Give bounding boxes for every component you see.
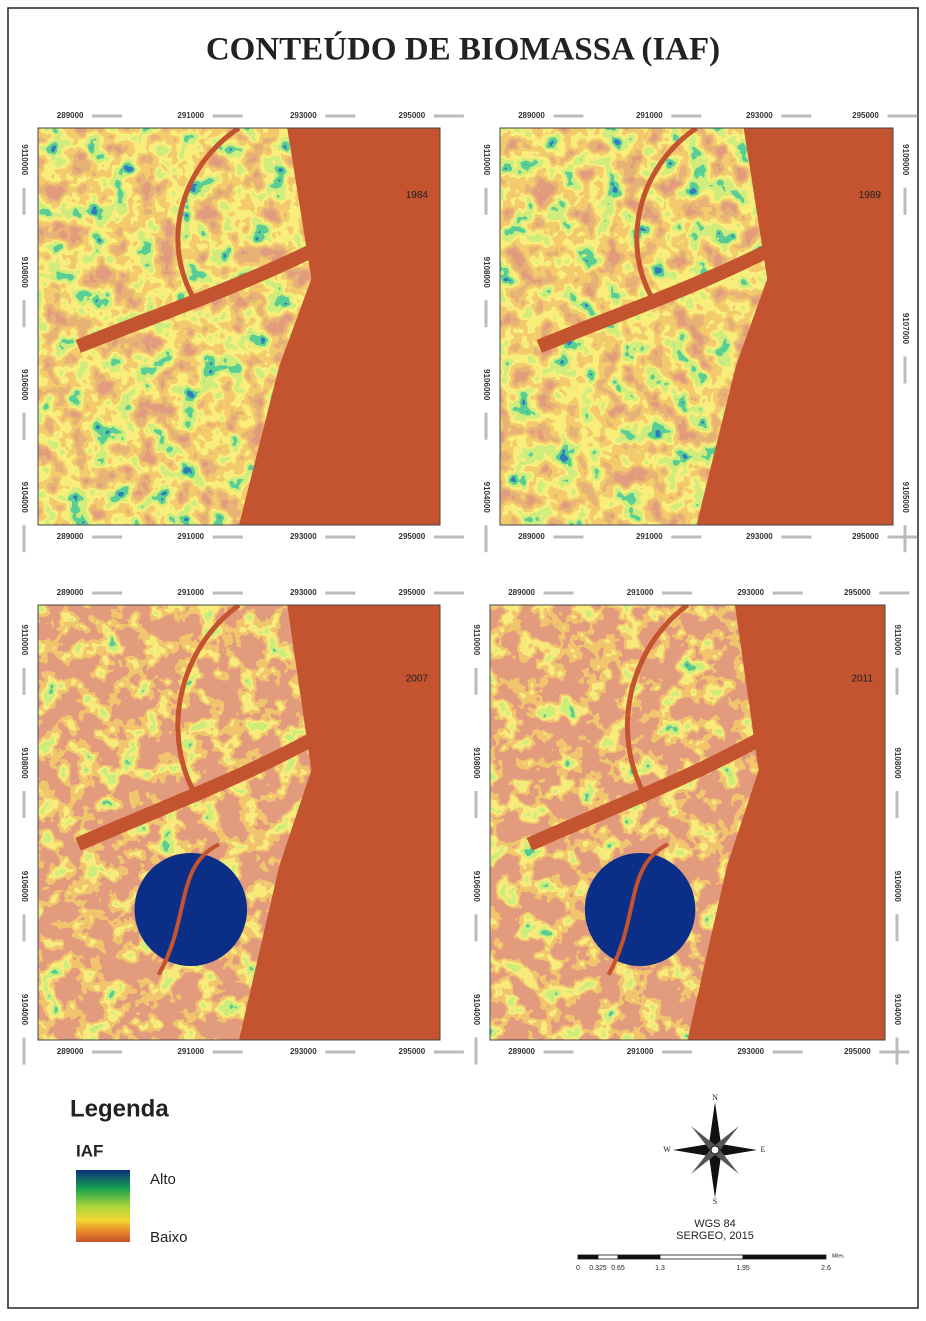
y-tick-label: 9104000 [482, 482, 491, 514]
year-label: 2011 [851, 674, 873, 685]
source: SERGEO, 2015 [676, 1230, 754, 1242]
x-tick-label: 289000 [508, 1047, 535, 1056]
x-tick-label: 293000 [737, 588, 764, 597]
lagoon [585, 853, 696, 966]
y-tick-label: 9108000 [20, 257, 29, 289]
x-tick-label: 295000 [852, 532, 879, 541]
y-tick-label: 9104000 [20, 994, 29, 1026]
map-panel [38, 128, 440, 525]
y-tick-label: 9110000 [20, 624, 29, 655]
compass-label: W [663, 1145, 671, 1154]
x-tick-label: 293000 [290, 111, 317, 120]
scale-segment [578, 1255, 598, 1259]
y-tick-label: 9105000 [901, 482, 910, 514]
y-tick-label: 9110000 [20, 144, 29, 175]
x-tick-label: 295000 [852, 111, 879, 120]
compass-rose [673, 1102, 757, 1198]
y-tick-label: 9108000 [20, 747, 29, 779]
y-tick-label: 9106000 [20, 871, 29, 903]
y-tick-label: 9106000 [482, 369, 491, 401]
scale-label: 0.65 [611, 1265, 625, 1272]
figure: CONTEÚDO DE BIOMASSA (IAF) 1984 289000 291… [0, 0, 926, 1316]
x-tick-label: 295000 [399, 1047, 426, 1056]
map-panel [500, 128, 893, 525]
title: CONTEÚDO DE BIOMASSA (IAF) [206, 30, 720, 68]
scale-label: 2.6 [821, 1265, 831, 1272]
legend-high: Alto [150, 1171, 176, 1188]
year-label: 1989 [859, 190, 882, 201]
x-tick-label: 295000 [399, 588, 426, 597]
scale-label: 0 [576, 1265, 580, 1272]
map-panel [38, 605, 440, 1040]
x-tick-label: 291000 [177, 1047, 204, 1056]
legend-ramp [76, 1170, 130, 1242]
year-label: 1984 [406, 190, 429, 201]
x-tick-label: 295000 [399, 532, 426, 541]
y-tick-label: 9107000 [901, 313, 910, 345]
scale-label: 1.95 [736, 1265, 750, 1272]
datum: WGS 84 [694, 1218, 736, 1230]
x-tick-label: 289000 [57, 1047, 84, 1056]
x-tick-label: 293000 [290, 532, 317, 541]
scale-segment [743, 1255, 826, 1259]
scale-label: 1.3 [655, 1265, 665, 1272]
scale-segment [598, 1255, 618, 1259]
x-tick-label: 293000 [746, 111, 773, 120]
x-tick-label: 291000 [627, 1047, 654, 1056]
compass-label: E [761, 1145, 766, 1154]
y-tick-label: 9108000 [893, 747, 902, 779]
x-tick-label: 295000 [399, 111, 426, 120]
y-tick-label: 9104000 [472, 994, 481, 1026]
y-tick-label: 9104000 [893, 994, 902, 1026]
y-tick-label: 9104000 [20, 482, 29, 514]
y-tick-label: 9106000 [472, 871, 481, 903]
y-tick-label: 9110000 [893, 624, 902, 655]
x-tick-label: 293000 [290, 1047, 317, 1056]
x-tick-label: 289000 [508, 588, 535, 597]
x-tick-label: 289000 [518, 111, 545, 120]
x-tick-label: 289000 [518, 532, 545, 541]
map-panel [490, 605, 885, 1040]
y-tick-label: 9110000 [482, 144, 491, 175]
scale-unit: Miles [832, 1253, 844, 1259]
legend-title: Legenda [70, 1095, 169, 1122]
x-tick-label: 291000 [636, 532, 663, 541]
x-tick-label: 291000 [627, 588, 654, 597]
y-tick-label: 9109000 [901, 144, 910, 176]
y-tick-label: 9110000 [472, 624, 481, 655]
x-tick-label: 293000 [290, 588, 317, 597]
x-tick-label: 289000 [57, 532, 84, 541]
y-tick-label: 9106000 [893, 871, 902, 903]
x-tick-label: 291000 [177, 588, 204, 597]
x-tick-label: 293000 [746, 532, 773, 541]
lagoon [134, 853, 247, 966]
y-tick-label: 9106000 [20, 369, 29, 401]
scale-segment [660, 1255, 743, 1259]
x-tick-label: 291000 [636, 111, 663, 120]
x-tick-label: 295000 [844, 588, 871, 597]
x-tick-label: 295000 [844, 1047, 871, 1056]
x-tick-label: 289000 [57, 588, 84, 597]
y-tick-label: 9108000 [472, 747, 481, 779]
legend-variable: IAF [76, 1141, 103, 1160]
y-tick-label: 9108000 [482, 257, 491, 289]
year-label: 2007 [406, 674, 429, 685]
x-tick-label: 291000 [177, 532, 204, 541]
compass-label: S [713, 1197, 717, 1206]
compass-label: N [712, 1093, 718, 1102]
x-tick-label: 293000 [737, 1047, 764, 1056]
x-tick-label: 289000 [57, 111, 84, 120]
legend-low: Baixo [150, 1229, 188, 1246]
x-tick-label: 291000 [177, 111, 204, 120]
scale-segment [618, 1255, 660, 1259]
scale-label: 0.325 [589, 1265, 607, 1272]
